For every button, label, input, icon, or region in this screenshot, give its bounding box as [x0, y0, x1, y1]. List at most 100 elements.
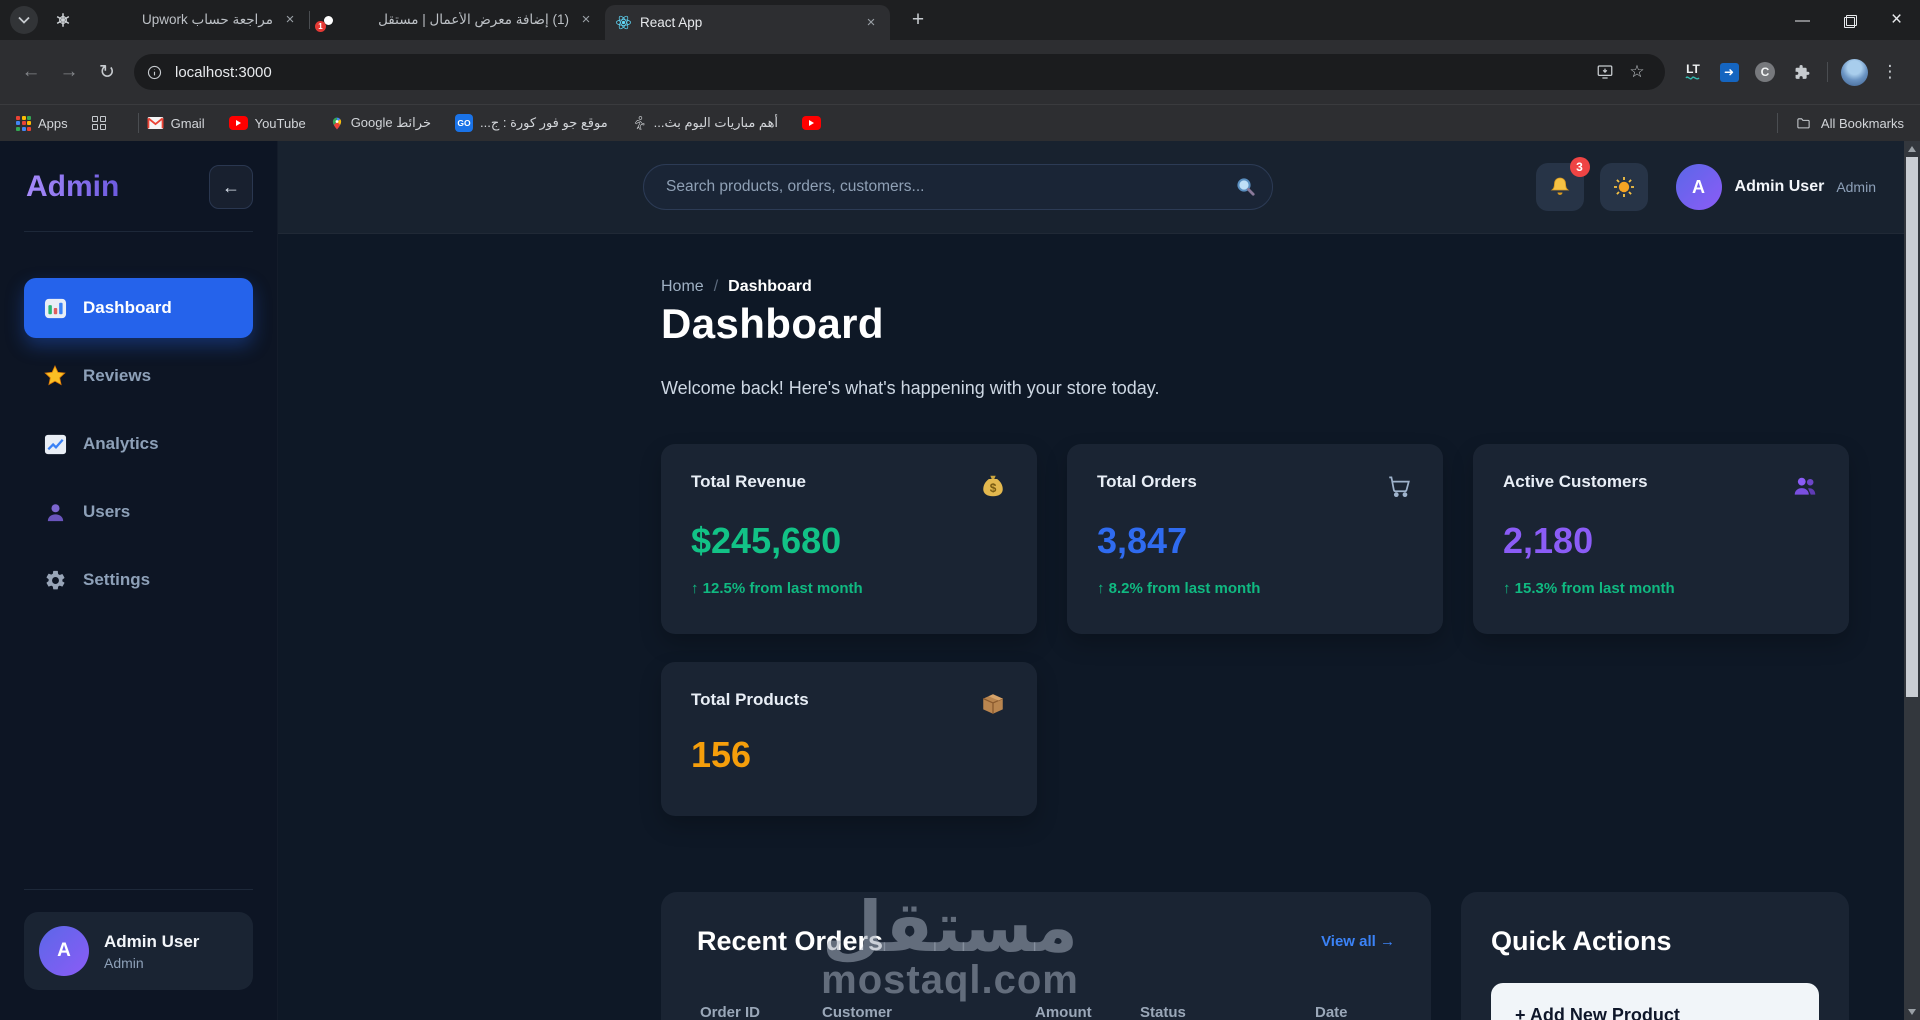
page-content: Home / Dashboard Dashboard Welcome back! H…: [278, 234, 1920, 1020]
user-name: Admin User: [1734, 178, 1825, 195]
stat-value: 156: [691, 734, 752, 775]
colorzilla-extension-button[interactable]: C: [1747, 54, 1783, 90]
svg-text:$: $: [990, 481, 997, 495]
refresh-button[interactable]: ↻: [99, 61, 115, 83]
search-input[interactable]: [643, 164, 1273, 210]
breadcrumb-current: Dashboard: [728, 278, 812, 295]
apps-grid-shortcut[interactable]: [91, 116, 106, 130]
folder-icon: [1797, 117, 1810, 128]
google-maps-pin-icon: [332, 117, 341, 129]
football-player-icon: [634, 116, 645, 130]
recent-orders-card: Recent Orders View all → Order ID Custom…: [661, 892, 1431, 1020]
tab-upwork[interactable]: مراجعة حساب Upwork ×: [84, 0, 309, 40]
extensions-menu-button[interactable]: [1783, 54, 1819, 90]
profile-avatar: [1840, 58, 1868, 86]
user-role: Admin: [104, 954, 144, 971]
close-window-button[interactable]: ×: [1890, 9, 1903, 30]
forward-button[interactable]: →: [59, 61, 79, 82]
close-icon[interactable]: ×: [866, 13, 876, 31]
install-icon: [1597, 65, 1613, 79]
shopping-cart-icon: [1385, 472, 1413, 500]
languagetool-icon: LT: [1685, 63, 1701, 80]
apps-label: Apps: [38, 115, 68, 131]
stat-trend: ↑ 15.3% from last month: [1503, 580, 1675, 597]
sidebar-user-card[interactable]: A Admin User Admin: [24, 912, 253, 990]
tab-react-app[interactable]: React App ×: [605, 5, 890, 40]
breadcrumb-home[interactable]: Home: [661, 278, 704, 295]
chatgpt-pinned-tab-icon[interactable]: [54, 11, 72, 29]
restore-button[interactable]: [1826, 0, 1873, 40]
quick-actions-title: Quick Actions: [1491, 926, 1672, 956]
youtube-icon: [228, 116, 248, 130]
site-info-icon[interactable]: [146, 64, 163, 81]
profile-button[interactable]: [1836, 54, 1872, 90]
languagetool-extension-button[interactable]: LT: [1675, 54, 1711, 90]
bookmark-youtube[interactable]: YouTube: [228, 116, 306, 131]
install-app-button[interactable]: [1589, 56, 1621, 88]
app-viewport: Admin ← Dashboard Reviews: [0, 141, 1920, 1020]
extensions-area: LT ➜ C ⋮: [1675, 54, 1908, 90]
stat-card-orders: Total Orders 3,847 ↑ 8.2% from last mont…: [1067, 444, 1443, 634]
arrow-extension-icon: ➜: [1719, 62, 1739, 82]
apps-shortcut[interactable]: Apps: [16, 115, 68, 131]
minimize-button[interactable]: —: [1795, 11, 1810, 29]
bookmark-matches-today[interactable]: أهم مباريات اليوم بث...: [632, 115, 778, 131]
bar-chart-icon: [42, 295, 68, 321]
theme-toggle-button[interactable]: [1599, 163, 1648, 211]
browser-menu-button[interactable]: ⋮: [1881, 62, 1899, 81]
stat-trend: ↑ 12.5% from last month: [691, 580, 863, 597]
bookmark-youtube-2[interactable]: [802, 116, 828, 130]
sidebar-item-dashboard[interactable]: Dashboard: [24, 278, 253, 338]
stat-card-products: Total Products 156: [661, 662, 1037, 816]
stat-card-revenue: Total Revenue $ $245,680 ↑ 12.5% from la…: [661, 444, 1037, 634]
collapse-sidebar-button[interactable]: ←: [209, 165, 253, 209]
bell-icon: [1550, 177, 1569, 195]
back-button[interactable]: ←: [21, 61, 41, 82]
package-icon: [979, 690, 1007, 718]
chevron-down-icon: [18, 16, 30, 24]
sidebar-item-analytics[interactable]: Analytics: [24, 414, 253, 474]
avatar[interactable]: A: [1675, 164, 1722, 210]
close-icon[interactable]: ×: [581, 11, 591, 28]
tab-search-button[interactable]: [10, 6, 38, 34]
stat-card-customers: Active Customers 2,180 ↑ 15.3% from last…: [1473, 444, 1849, 634]
notification-badge: 1: [315, 20, 326, 32]
blue-arrow-extension-button[interactable]: ➜: [1711, 54, 1747, 90]
column-order-id: Order ID: [700, 1004, 761, 1020]
scrollbar-thumb[interactable]: [1906, 157, 1918, 697]
add-new-product-button[interactable]: + Add New Product: [1491, 983, 1819, 1020]
all-bookmarks-button[interactable]: All Bookmarks: [1769, 113, 1904, 133]
user-name: Admin User: [104, 931, 200, 951]
sidebar: Admin ← Dashboard Reviews: [0, 141, 278, 1020]
stat-trend: ↑ 8.2% from last month: [1097, 580, 1261, 597]
scroll-down-arrow[interactable]: [1908, 1009, 1916, 1015]
close-icon[interactable]: ×: [285, 11, 295, 28]
column-date: Date: [1315, 1004, 1348, 1020]
notification-badge: 3: [1569, 157, 1590, 177]
column-status: Status: [1140, 1004, 1186, 1020]
page-scrollbar[interactable]: [1904, 141, 1920, 1020]
sidebar-item-users[interactable]: Users: [24, 482, 253, 542]
tab-separator: [309, 11, 310, 29]
bookmark-google-maps[interactable]: خرائط Google: [330, 115, 431, 132]
url-text[interactable]: localhost:3000: [175, 63, 272, 81]
restore-icon: [1844, 14, 1857, 28]
new-tab-button[interactable]: +: [911, 8, 925, 31]
sidebar-divider: [24, 231, 253, 232]
notifications-button[interactable]: 3: [1535, 157, 1590, 211]
tab-mostaql[interactable]: 1 (1) إضافة معرض الأعمال | مستقل ×: [310, 0, 605, 40]
bookmarks-bar: Apps Gmail YouTube خرائط Google GO: [0, 104, 1920, 141]
chart-up-icon: [42, 431, 68, 457]
bookmark-gmail[interactable]: Gmail: [147, 116, 205, 131]
scroll-up-arrow[interactable]: [1908, 146, 1916, 152]
stat-value: $245,680: [691, 520, 842, 561]
bookmark-star-button[interactable]: ☆: [1629, 62, 1645, 81]
address-bar[interactable]: localhost:3000 ☆: [134, 54, 1665, 90]
stats-row: Total Revenue $ $245,680 ↑ 12.5% from la…: [661, 444, 1849, 634]
bookmark-go4kora[interactable]: GO موقع جو فور كورة : ج...: [455, 114, 608, 132]
go-icon: GO: [455, 114, 473, 132]
sidebar-item-settings[interactable]: Settings: [24, 550, 253, 610]
sidebar-item-reviews[interactable]: Reviews: [24, 346, 253, 406]
view-all-link[interactable]: View all →: [1321, 933, 1395, 950]
window-controls: — ×: [1779, 0, 1920, 40]
